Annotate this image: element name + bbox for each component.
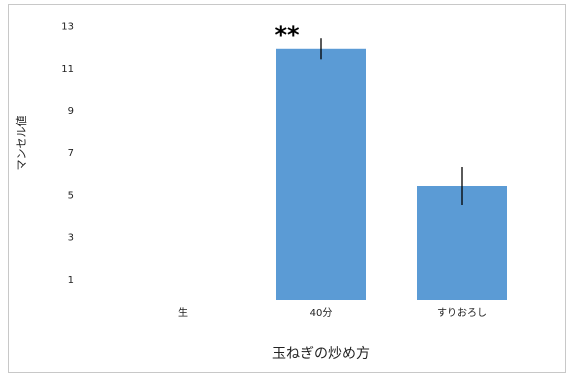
y-tick-label: 1 [68, 275, 74, 286]
annotations: ** [274, 21, 300, 49]
y-tick-label: 9 [68, 106, 74, 117]
x-category-label: 40分 [310, 307, 333, 319]
bar [276, 48, 366, 301]
y-tick-label: 7 [68, 148, 74, 159]
x-category-label: すりおろし [437, 307, 487, 319]
chart-frame: 1 3 5 7 9 11 13 生 40分 すりおろし ** 玉ねぎの炒め方 マンセル値 [8, 4, 566, 373]
bars [276, 48, 507, 301]
error-bars [320, 38, 463, 205]
x-axis-label: 玉ねぎの炒め方 [272, 346, 370, 362]
y-tick-label: 13 [61, 22, 74, 33]
y-axis-label: マンセル値 [15, 116, 28, 171]
y-tick-label: 3 [68, 233, 74, 244]
x-axis-categories: 生 40分 すりおろし [178, 306, 487, 319]
y-tick-label: 11 [61, 64, 74, 75]
y-tick-label: 5 [68, 190, 74, 201]
significance-label: ** [274, 21, 300, 49]
x-category-label: 生 [178, 306, 188, 319]
